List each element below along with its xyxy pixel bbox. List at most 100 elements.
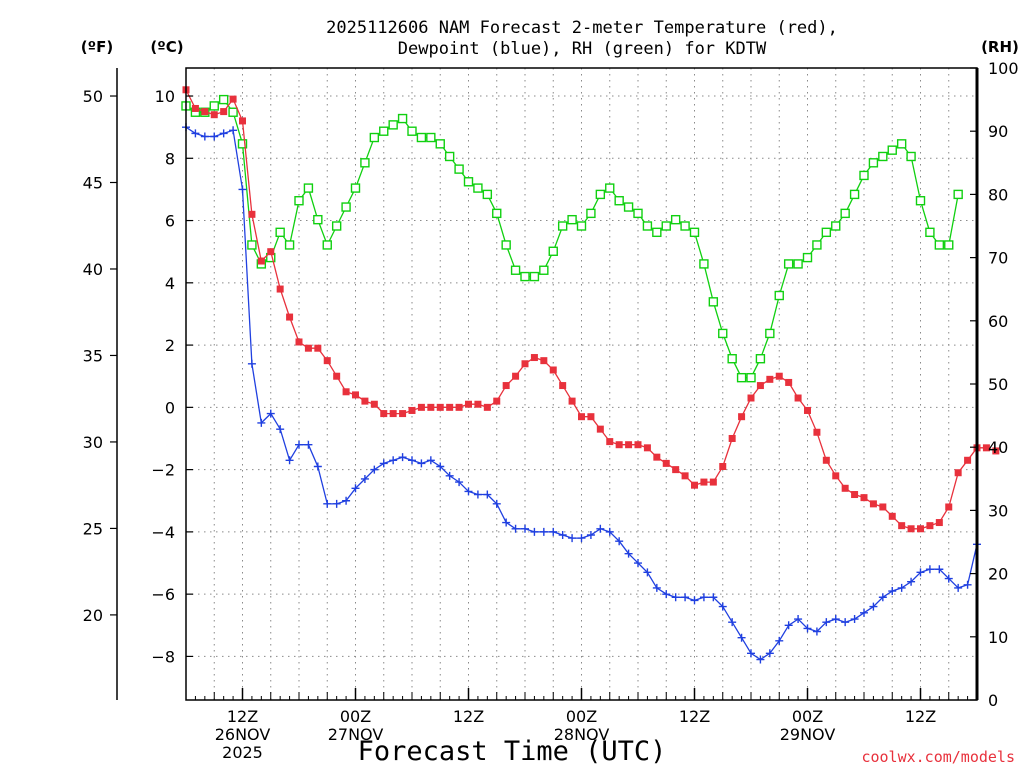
dewpoint-point	[568, 534, 577, 543]
rh-point	[454, 164, 464, 174]
dewpoint-point	[247, 359, 256, 368]
dewpoint-point	[812, 627, 821, 636]
temperature-point	[220, 108, 228, 116]
rh-point	[209, 101, 219, 111]
rh-point	[444, 151, 455, 162]
plot-frame	[185, 67, 978, 701]
temperature-point	[380, 410, 388, 418]
temperature-point	[512, 372, 520, 380]
temperature-point	[634, 441, 642, 449]
rh-point	[595, 189, 606, 200]
dewpoint-point	[549, 527, 558, 536]
x-tick-label: 28NOV	[554, 725, 610, 744]
dewpoint-point	[718, 602, 727, 611]
rh-point	[435, 139, 445, 149]
temperature-point	[568, 397, 576, 405]
dewpoint-point	[794, 615, 803, 624]
celsius-tick-label: −4	[151, 523, 175, 542]
temperature-point	[352, 391, 359, 399]
dewpoint-point	[765, 649, 774, 658]
rh-tick-label: 10	[988, 628, 1008, 647]
dewpoint-point	[860, 608, 868, 617]
temperature-point	[992, 447, 1000, 455]
dewpoint-point	[737, 633, 746, 642]
celsius-tick-label: −8	[151, 647, 175, 666]
dewpoint-point	[379, 459, 388, 468]
rh-point	[727, 354, 737, 364]
rh-point	[397, 113, 408, 124]
dewpoint-point	[747, 649, 755, 658]
x-tick-label: 26NOV	[215, 725, 271, 744]
temperature-point	[804, 406, 811, 414]
fahrenheit-axis-label: (ºF)	[81, 38, 113, 56]
dewpoint-point	[266, 409, 275, 418]
rh-point	[426, 132, 436, 143]
chart-title-line2: Dewpoint (blue), RH (green) for KDTW	[398, 39, 767, 59]
rh-tick-label: 70	[988, 249, 1008, 268]
rh-point	[539, 265, 549, 275]
temperature-point	[982, 444, 990, 452]
rh-point	[661, 221, 671, 231]
temperature-point	[709, 478, 717, 486]
rh-point	[746, 372, 756, 383]
dewpoint-point	[831, 615, 840, 624]
dewpoint-point	[925, 565, 934, 574]
rh-point	[831, 221, 841, 231]
temperature-point	[653, 453, 661, 461]
celsius-tick-label: 2	[165, 336, 175, 355]
rh-point	[765, 328, 775, 339]
rh-point	[388, 120, 398, 130]
rh-point	[605, 183, 615, 193]
dewpoint-point	[455, 478, 464, 487]
temperature-point	[860, 494, 868, 502]
x-axis-title: Forecast Time (UTC)	[358, 736, 667, 767]
dewpoint-point	[295, 440, 303, 449]
dewpoint-point	[916, 568, 925, 577]
rh-point	[228, 107, 238, 117]
dewpoint-point	[417, 459, 426, 468]
temperature-line	[185, 89, 997, 530]
temperature-point	[474, 400, 482, 408]
axes-layer: −8−6−4−202468102025303540455001020304050…	[83, 59, 1019, 762]
dewpoint-point	[360, 474, 369, 483]
dewpoint-point	[436, 462, 445, 471]
rh-point	[812, 240, 822, 250]
dewpoint-point	[238, 185, 247, 194]
fahrenheit-tick-label: 25	[83, 519, 103, 538]
rh-point	[642, 221, 653, 231]
rh-point	[699, 259, 709, 269]
credit-link[interactable]: coolwx.com/models	[861, 748, 1015, 766]
rh-point	[859, 170, 869, 181]
temperature-point	[436, 403, 444, 411]
rh-point	[576, 221, 587, 231]
temperature-point	[926, 522, 934, 530]
rh-tick-label: 60	[988, 312, 1008, 331]
dewpoint-point	[624, 549, 633, 558]
dewpoint-point	[605, 527, 614, 536]
rh-point	[416, 132, 427, 143]
temperature-point	[964, 456, 972, 464]
temperature-point	[267, 248, 275, 256]
temperature-point	[210, 111, 218, 119]
rh-point	[463, 177, 474, 187]
dewpoint-point	[332, 499, 341, 508]
rh-point	[821, 227, 832, 238]
rh-point	[275, 227, 285, 238]
rh-point	[802, 252, 813, 263]
temperature-point	[822, 456, 830, 464]
celsius-axis-label: (ºC)	[150, 38, 183, 56]
temperature-point	[596, 425, 604, 433]
temperature-point	[549, 366, 557, 374]
fahrenheit-tick-label: 40	[83, 260, 103, 279]
dewpoint-point	[709, 593, 718, 602]
temperature-point	[427, 403, 435, 411]
temperature-point	[945, 503, 953, 511]
rh-point	[633, 208, 643, 219]
x-tick-label: 00Z	[340, 707, 371, 726]
rh-point	[303, 183, 314, 193]
rh-point	[887, 145, 897, 155]
dewpoint-point	[389, 456, 398, 465]
temperature-point	[559, 382, 567, 390]
dewpoint-point	[699, 593, 708, 602]
rh-point	[708, 297, 719, 307]
